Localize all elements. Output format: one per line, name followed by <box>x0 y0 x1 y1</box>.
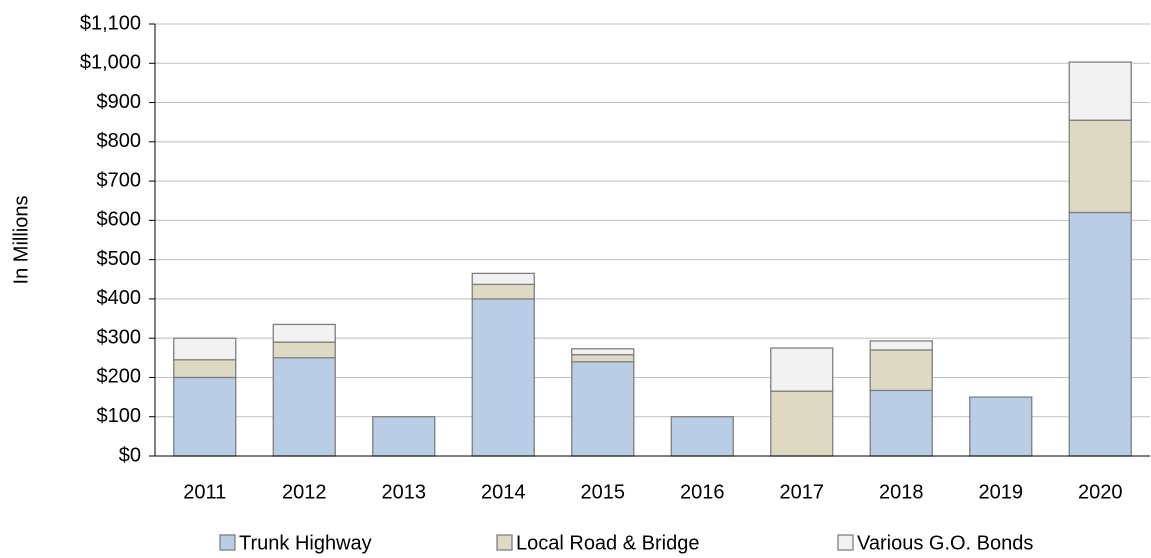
bar-segment <box>173 337 237 361</box>
y-tick-label: $700 <box>97 169 142 191</box>
legend-swatch <box>837 534 854 551</box>
x-tick-label: 2017 <box>780 481 825 503</box>
bar-segment <box>770 347 834 392</box>
y-tick-label: $1,000 <box>80 52 141 74</box>
y-tick-label: $0 <box>119 444 141 466</box>
bar-segment <box>869 349 933 392</box>
y-tick-label: $400 <box>97 287 142 309</box>
bar-segment <box>471 272 535 286</box>
x-tick-label: 2016 <box>680 481 725 503</box>
x-tick-label: 2014 <box>481 481 526 503</box>
bar-segment <box>571 354 635 363</box>
y-tick-label: $100 <box>97 405 142 427</box>
bar-segment <box>1068 211 1132 457</box>
legend-label: Trunk Highway <box>239 532 372 554</box>
y-tick-label: $1,100 <box>80 12 141 34</box>
x-tick-label: 2011 <box>183 481 226 503</box>
legend-swatch <box>219 534 236 551</box>
bar-segment <box>372 416 436 457</box>
legend-swatch <box>496 534 513 551</box>
bar-segment <box>173 376 237 457</box>
bar-segment <box>571 361 635 457</box>
bar-segment <box>1068 119 1132 214</box>
bar-segment <box>272 323 336 343</box>
y-tick-label: $200 <box>97 366 142 388</box>
bar-segment <box>670 416 734 457</box>
bar-segment <box>869 389 933 457</box>
y-tick-label: $900 <box>97 91 142 113</box>
bar-segment <box>173 359 237 379</box>
legend-label: Local Road & Bridge <box>516 532 699 554</box>
y-axis-label: In Millions <box>10 196 32 285</box>
bar-segment <box>272 341 336 359</box>
bar-segment <box>969 396 1033 457</box>
x-tick-label: 2015 <box>581 481 626 503</box>
y-tick-label: $500 <box>97 248 142 270</box>
x-tick-label: 2020 <box>1078 481 1123 503</box>
bar-segment <box>471 298 535 457</box>
bar-segment <box>770 390 834 457</box>
legend-label: Various G.O. Bonds <box>857 532 1033 554</box>
bar-segment <box>1068 61 1132 121</box>
y-tick-label: $600 <box>97 209 142 231</box>
x-tick-label: 2012 <box>282 481 327 503</box>
x-tick-label: 2019 <box>979 481 1024 503</box>
bar-segment <box>272 357 336 457</box>
bar-segment <box>471 283 535 300</box>
y-tick-label: $300 <box>97 326 142 348</box>
y-tick-label: $800 <box>97 130 142 152</box>
x-tick-label: 2013 <box>382 481 427 503</box>
bar-segment <box>571 348 635 356</box>
bar-segment <box>869 340 933 351</box>
x-tick-label: 2018 <box>879 481 924 503</box>
